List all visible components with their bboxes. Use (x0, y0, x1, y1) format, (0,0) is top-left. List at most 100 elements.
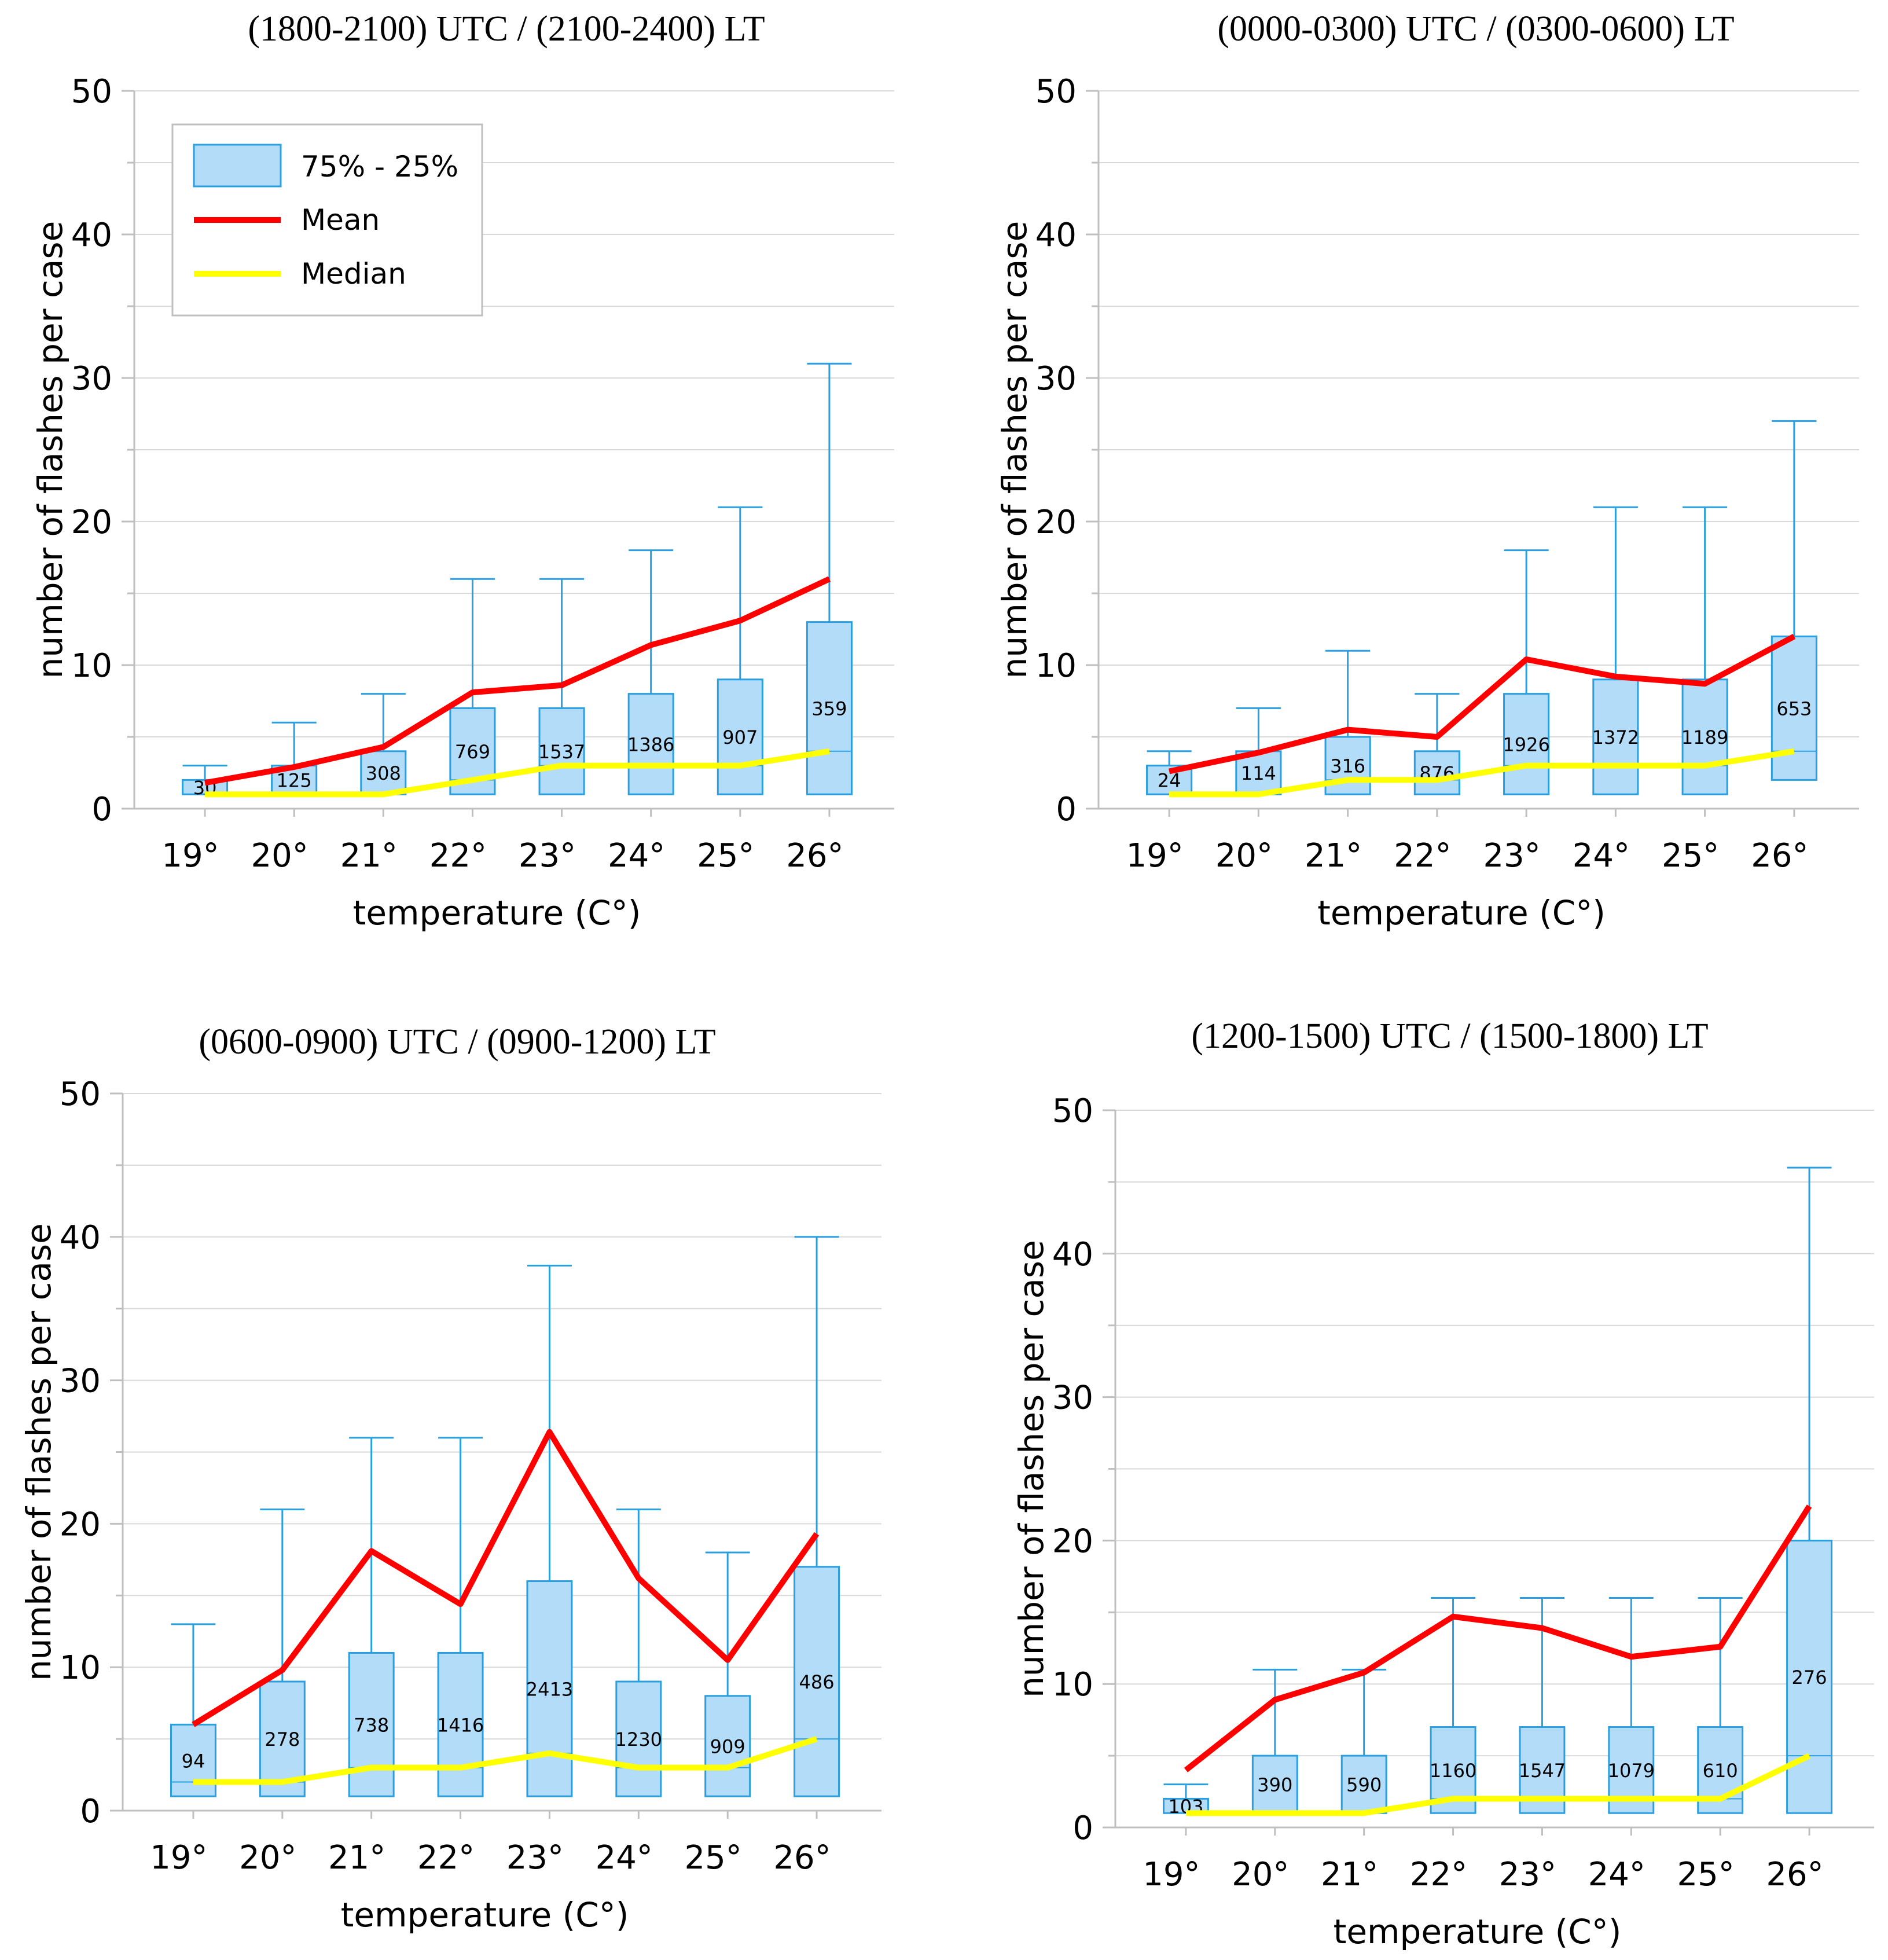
x-tick-label: 26° (1751, 837, 1808, 875)
iqr-box (360, 750, 407, 795)
count-label: 24 (1158, 769, 1181, 791)
count-label: 738 (354, 1714, 389, 1736)
count-label: 486 (799, 1671, 835, 1693)
chart-panel-0000-0300-utc: (0000-0300) UTC / (0300-0600) LT 0 10 20 30 4… (995, 9, 1859, 933)
y-tick-label: 0 (1056, 791, 1077, 828)
x-tick-label: 24° (1588, 1856, 1645, 1893)
x-axis-label: temperature (C°) (341, 1895, 629, 1935)
x-tick-label: 25° (1677, 1856, 1735, 1893)
x-tick-label: 19° (150, 1839, 207, 1877)
legend-median-label: Median (301, 257, 406, 291)
x-tick-label: 20° (1232, 1856, 1289, 1893)
legend-box-swatch (193, 144, 282, 188)
y-tick-label: 40 (1035, 216, 1077, 254)
y-tick-label: 30 (1052, 1379, 1093, 1417)
count-label: 276 (1792, 1667, 1827, 1689)
y-tick-label: 10 (1052, 1666, 1093, 1704)
chart-title: (0000-0300) UTC / (0300-0600) LT (1217, 9, 1734, 49)
legend: 75% - 25% Mean Median (171, 123, 483, 317)
iqr-box (437, 1651, 484, 1797)
x-tick-label: 25° (697, 837, 754, 875)
x-tick-label: 26° (786, 837, 843, 875)
y-axis-label: number of flashes per case (19, 1223, 58, 1681)
y-tick-label: 50 (60, 1076, 101, 1113)
count-label: 1537 (538, 741, 585, 763)
mean-line (1169, 633, 1796, 775)
x-tick-label: 22° (1394, 837, 1451, 875)
x-tick-label: 23° (1499, 1856, 1556, 1893)
count-label: 590 (1346, 1774, 1382, 1796)
y-tick-label: 20 (1035, 504, 1077, 541)
x-tick-label: 26° (1766, 1856, 1823, 1893)
x-tick-label: 21° (340, 837, 398, 875)
count-label: 769 (455, 741, 490, 763)
x-tick-label: 22° (429, 837, 487, 875)
y-tick-label: 30 (60, 1363, 101, 1400)
chart-title: (1800-2100) UTC / (2100-2400) LT (248, 9, 765, 49)
count-label: 1372 (1592, 726, 1639, 748)
y-tick-label: 40 (60, 1219, 101, 1257)
x-axis-label: temperature (C°) (1317, 893, 1606, 933)
y-tick-label: 20 (1052, 1522, 1093, 1560)
x-tick-label: 20° (1215, 837, 1273, 875)
iqr-box (704, 1695, 751, 1797)
iqr-box (538, 707, 585, 795)
count-label: 114 (1241, 762, 1276, 784)
count-label: 653 (1776, 698, 1812, 720)
chart-title: (1200-1500) UTC / (1500-1800) LT (1191, 1016, 1708, 1056)
median-line (205, 748, 830, 798)
x-tick-label: 19° (1126, 837, 1183, 875)
iqr-box (627, 693, 674, 795)
y-tick-label: 0 (1072, 1809, 1093, 1847)
x-axis-label: temperature (C°) (1334, 1912, 1622, 1951)
x-tick-label: 21° (1321, 1856, 1378, 1893)
iqr-box (1786, 1539, 1833, 1814)
count-label: 1547 (1519, 1760, 1566, 1782)
chart-title: (0600-0900) UTC / (0900-1200) LT (199, 1022, 715, 1062)
count-label: 359 (811, 698, 847, 720)
count-label: 316 (1330, 755, 1365, 777)
y-tick-label: 10 (60, 1649, 101, 1687)
median-line (1169, 748, 1795, 798)
y-tick-label: 0 (80, 1793, 101, 1830)
iqr-box (1681, 678, 1728, 795)
iqr-box (794, 1566, 840, 1797)
iqr-box (1413, 750, 1460, 795)
y-tick-label: 50 (71, 73, 112, 111)
iqr-box (806, 621, 853, 795)
x-tick-label: 22° (1410, 1856, 1467, 1893)
mean-line (192, 1429, 820, 1727)
mean-line (1184, 1504, 1812, 1772)
y-tick-label: 50 (1035, 73, 1077, 111)
y-tick-label: 50 (1052, 1092, 1093, 1130)
x-tick-label: 24° (608, 837, 665, 875)
median-line (1185, 1753, 1811, 1816)
x-tick-label: 23° (506, 1839, 564, 1877)
x-tick-label: 19° (1143, 1856, 1200, 1893)
count-label: 909 (710, 1735, 745, 1757)
x-tick-label: 20° (239, 1839, 296, 1877)
iqr-box (1503, 693, 1550, 795)
count-label: 1189 (1681, 726, 1728, 748)
y-tick-label: 0 (91, 791, 112, 828)
count-label: 390 (1257, 1774, 1292, 1796)
x-tick-label: 23° (519, 837, 576, 875)
iqr-box (1592, 678, 1639, 795)
x-tick-label: 22° (417, 1839, 475, 1877)
x-tick-label: 24° (596, 1839, 653, 1877)
iqr-box (526, 1580, 573, 1797)
y-tick-label: 30 (1035, 360, 1077, 398)
iqr-box (1251, 1755, 1298, 1814)
iqr-box (615, 1680, 662, 1797)
mean-line (204, 576, 831, 786)
count-label: 94 (182, 1750, 205, 1772)
iqr-box (717, 678, 763, 795)
chart-panel-1200-1500-utc: (1200-1500) UTC / (1500-1800) LT 0 10 20 30 4… (1012, 1016, 1874, 1951)
iqr-box (1340, 1755, 1387, 1814)
count-label: 1230 (615, 1728, 662, 1750)
x-tick-label: 23° (1483, 837, 1540, 875)
count-label: 2413 (526, 1678, 573, 1700)
y-axis-label: number of flashes per case (31, 221, 70, 679)
y-axis-label: number of flashes per case (1012, 1240, 1051, 1698)
